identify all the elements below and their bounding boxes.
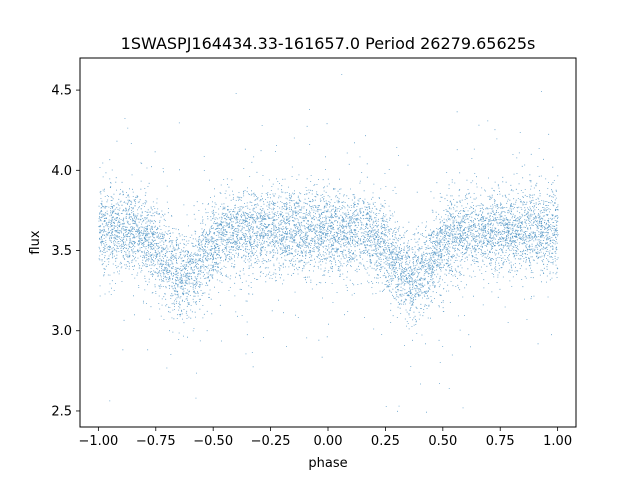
x-tick-label: −0.25 — [251, 434, 291, 449]
plot-frame — [79, 57, 577, 428]
flux-scatter-points — [98, 74, 559, 413]
x-axis: −1.00 −0.75 −0.50 −0.25 0.00 0.25 0.50 0.75 1.00 — [78, 427, 572, 449]
x-axis-title: phase — [308, 456, 347, 471]
x-tick-label: −1.00 — [78, 434, 118, 449]
chart-title: 1SWASPJ164434.33-161657.0 Period 26279.6… — [121, 34, 536, 53]
x-tick-label: 1.00 — [543, 434, 572, 449]
data-points — [98, 74, 559, 413]
x-tick-label: −0.50 — [193, 434, 233, 449]
y-axis: 2.5 3.0 3.5 4.0 4.5 — [51, 84, 80, 419]
y-tick-label: 3.5 — [51, 244, 72, 259]
x-tick-label: 0.75 — [486, 434, 515, 449]
y-tick-label: 3.0 — [51, 324, 72, 339]
y-axis-title: flux — [28, 230, 43, 254]
y-tick-label: 4.5 — [51, 84, 72, 99]
y-tick-label: 2.5 — [51, 404, 72, 419]
x-tick-label: 0.25 — [371, 434, 400, 449]
x-tick-label: 0.50 — [428, 434, 457, 449]
y-tick-label: 4.0 — [51, 164, 72, 179]
x-tick-label: 0.00 — [314, 434, 343, 449]
x-tick-label: −0.75 — [136, 434, 176, 449]
